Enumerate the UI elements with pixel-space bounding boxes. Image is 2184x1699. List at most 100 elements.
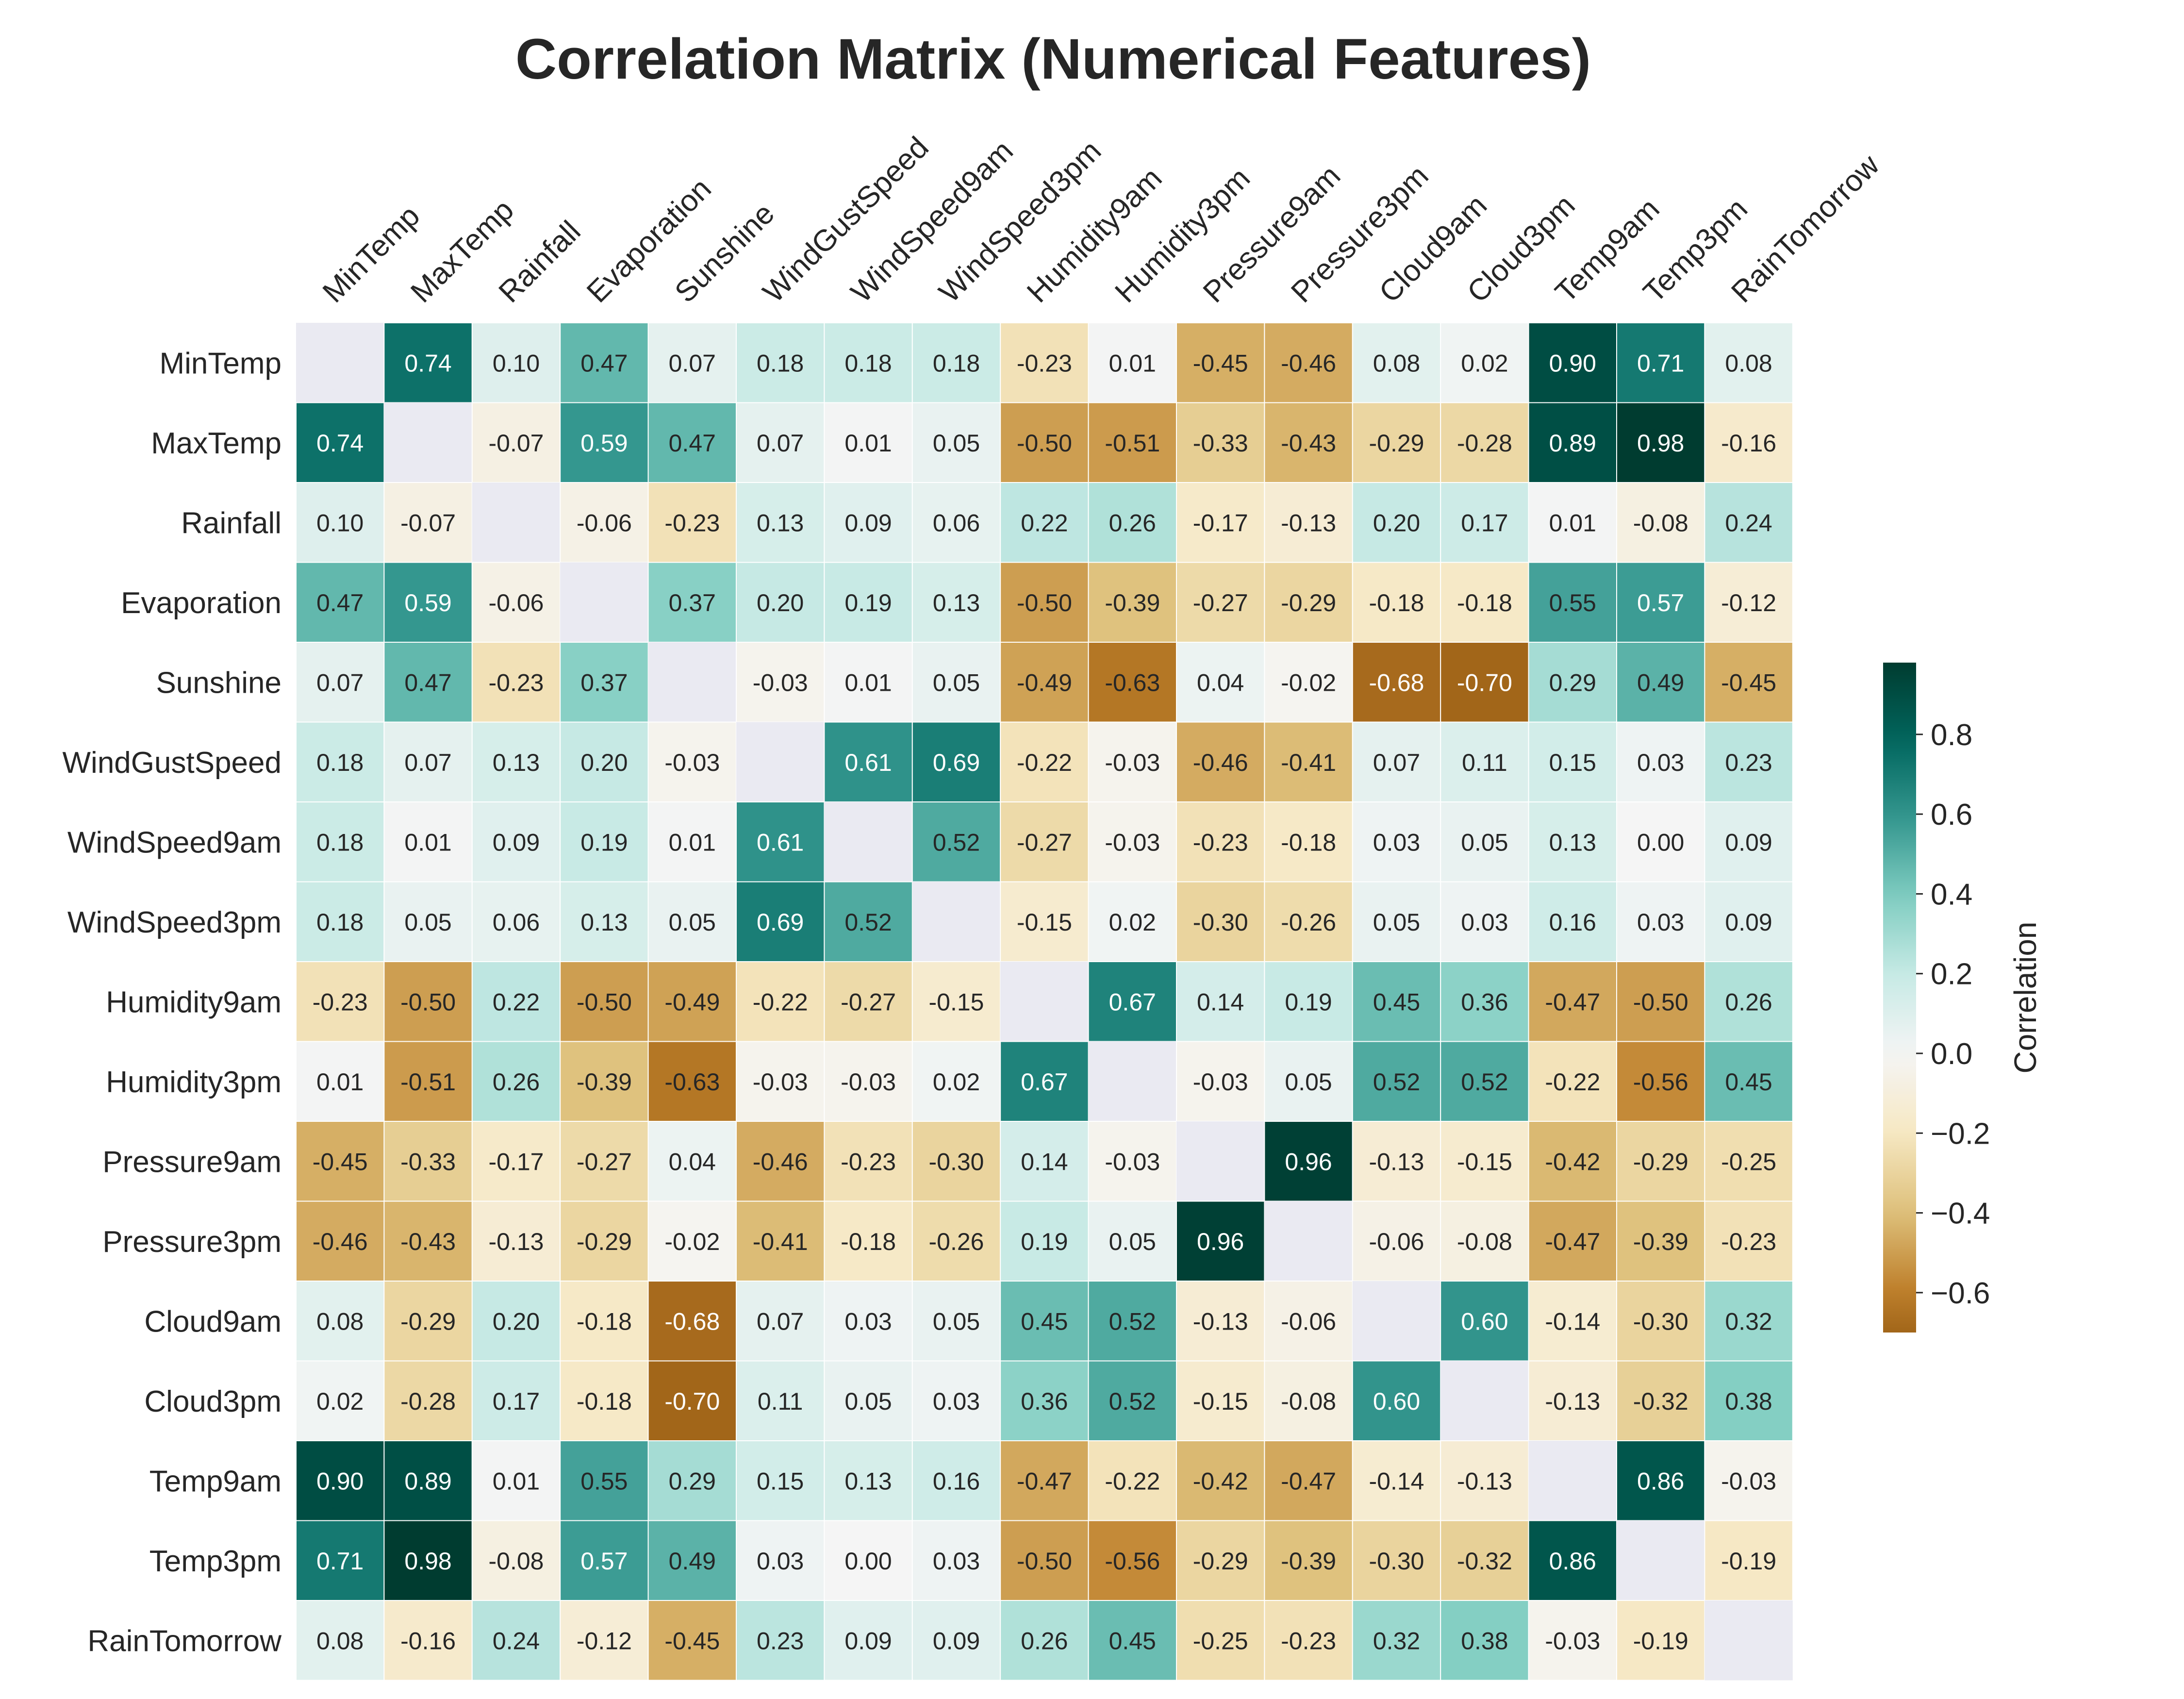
cell-value-label: -0.23 [664, 509, 720, 536]
heatmap-cell [383, 1360, 473, 1441]
cell-value-label: 0.10 [316, 509, 364, 536]
cell-value-label: 0.38 [1725, 1388, 1772, 1415]
heatmap-cell [1176, 1041, 1265, 1122]
heatmap-cell [1176, 1121, 1265, 1201]
cell-value-label: -0.46 [1193, 749, 1248, 776]
cell-value-label: -0.45 [1193, 350, 1248, 377]
cell-value-label: 0.13 [493, 749, 540, 776]
cell-value-label: -0.42 [1193, 1467, 1248, 1495]
cell-value-label: 0.86 [1549, 1548, 1596, 1575]
cell-value-label: 0.18 [844, 350, 892, 377]
cell-value-label: 0.09 [844, 509, 892, 536]
heatmap-cell [1616, 1440, 1705, 1521]
cell-value-label: 0.03 [1637, 749, 1684, 776]
cell-value-label: 0.05 [933, 430, 980, 457]
cell-value-label: 0.18 [316, 749, 364, 776]
cell-value-label: -0.46 [313, 1228, 368, 1255]
cell-value-label: 0.19 [844, 589, 892, 616]
heatmap-cell [1264, 1600, 1353, 1681]
cell-value-label: 0.16 [1549, 909, 1596, 936]
cell-value-label: 0.01 [1549, 509, 1596, 536]
cell-value-label: 0.01 [404, 829, 451, 856]
heatmap-cell [1000, 1520, 1089, 1601]
cell-value-label: -0.25 [1193, 1627, 1248, 1654]
heatmap-cell [560, 1600, 649, 1681]
cell-value-label: -0.30 [1193, 909, 1248, 936]
cell-value-label: -0.49 [1017, 669, 1072, 696]
cell-value-label: -0.32 [1633, 1388, 1688, 1415]
cell-value-label: 0.05 [933, 669, 980, 696]
cell-value-label: -0.23 [1721, 1228, 1776, 1255]
colorbar-tick-label: 0.4 [1931, 878, 1972, 911]
heatmap-cells: 0.74 0.10 0.47 0.07 0.18 0.18 0.18 -0.23 0.01 -0.… [296, 322, 1793, 1681]
cell-value-label: -0.18 [577, 1308, 632, 1335]
heatmap-cell [1088, 1600, 1177, 1681]
heatmap-cell [1616, 402, 1705, 483]
heatmap-cell [1264, 1360, 1353, 1441]
x-tick-label: WindSpeed9am [844, 134, 1020, 309]
cell-value-label: 0.01 [669, 829, 716, 856]
heatmap-cell [911, 482, 1001, 563]
heatmap-cell [1617, 1520, 1705, 1600]
cell-value-label: -0.18 [1369, 589, 1424, 616]
heatmap-cell [296, 1360, 385, 1441]
heatmap-cell [647, 1360, 737, 1441]
colorbar-label: Correlation [2008, 921, 2043, 1073]
cell-value-label: -0.22 [753, 988, 808, 1016]
heatmap-cell [1264, 402, 1353, 483]
heatmap-cell [296, 323, 384, 403]
cell-value-label: -0.41 [1281, 749, 1336, 776]
heatmap-cell [1176, 881, 1265, 962]
cell-value-label: 0.10 [493, 350, 540, 377]
cell-value-label: 0.29 [1549, 669, 1596, 696]
heatmap-cell [296, 801, 385, 883]
cell-value-label: 0.02 [1109, 909, 1156, 936]
cell-value-label: -0.29 [1633, 1148, 1688, 1175]
cell-value-label: -0.18 [1281, 829, 1336, 856]
cell-value-label: -0.06 [1281, 1308, 1336, 1335]
heatmap-cell [1440, 881, 1529, 962]
heatmap-cell [647, 1281, 737, 1362]
heatmap-cell [647, 1121, 737, 1202]
cell-value-label: -0.42 [1545, 1148, 1600, 1175]
cell-value-label: 0.02 [933, 1068, 980, 1096]
heatmap-cell [471, 562, 561, 643]
heatmap-cell [296, 961, 385, 1042]
cell-value-label: 0.26 [493, 1068, 540, 1096]
cell-value-label: 0.90 [316, 1467, 364, 1495]
cell-value-label: 0.03 [933, 1548, 980, 1575]
heatmap-cell [911, 1041, 1001, 1122]
cell-value-label: 0.13 [580, 909, 628, 936]
heatmap-cell [1440, 1520, 1529, 1601]
colorbar-tick-label: 0.2 [1931, 958, 1972, 991]
heatmap-cell [1088, 1520, 1177, 1601]
cell-value-label: 0.52 [1109, 1388, 1156, 1415]
cell-value-label: 0.67 [1021, 1068, 1068, 1096]
cell-value-label: 0.55 [1549, 589, 1596, 616]
heatmap-cell [647, 1600, 737, 1681]
cell-value-label: 0.03 [1373, 829, 1420, 856]
heatmap-cell [1176, 1600, 1265, 1681]
cell-value-label: -0.03 [753, 1068, 808, 1096]
heatmap-cell [1352, 1121, 1441, 1202]
cell-value-label: -0.28 [400, 1388, 456, 1415]
cell-value-label: 0.59 [404, 589, 451, 616]
y-tick-label: RainTomorrow [87, 1625, 281, 1658]
heatmap-cell [560, 322, 649, 403]
cell-value-label: 0.24 [1725, 509, 1772, 536]
cell-value-label: -0.47 [1281, 1467, 1336, 1495]
heatmap-cell [1440, 1121, 1529, 1202]
cell-value-label: 0.05 [1461, 829, 1508, 856]
cell-value-label: 0.01 [844, 430, 892, 457]
cell-value-label: -0.08 [1633, 509, 1688, 536]
heatmap-cell [1704, 642, 1793, 723]
heatmap-cell [383, 1440, 473, 1521]
cell-value-label: 0.07 [757, 430, 804, 457]
cell-value-label: 0.47 [316, 589, 364, 616]
x-tick-label: WindSpeed3pm [933, 134, 1108, 309]
heatmap-cell [1704, 1281, 1793, 1362]
cell-value-label: -0.68 [664, 1308, 720, 1335]
cell-value-label: -0.22 [1105, 1467, 1160, 1495]
heatmap-cell [1264, 961, 1353, 1042]
cell-value-label: 0.36 [1021, 1388, 1068, 1415]
